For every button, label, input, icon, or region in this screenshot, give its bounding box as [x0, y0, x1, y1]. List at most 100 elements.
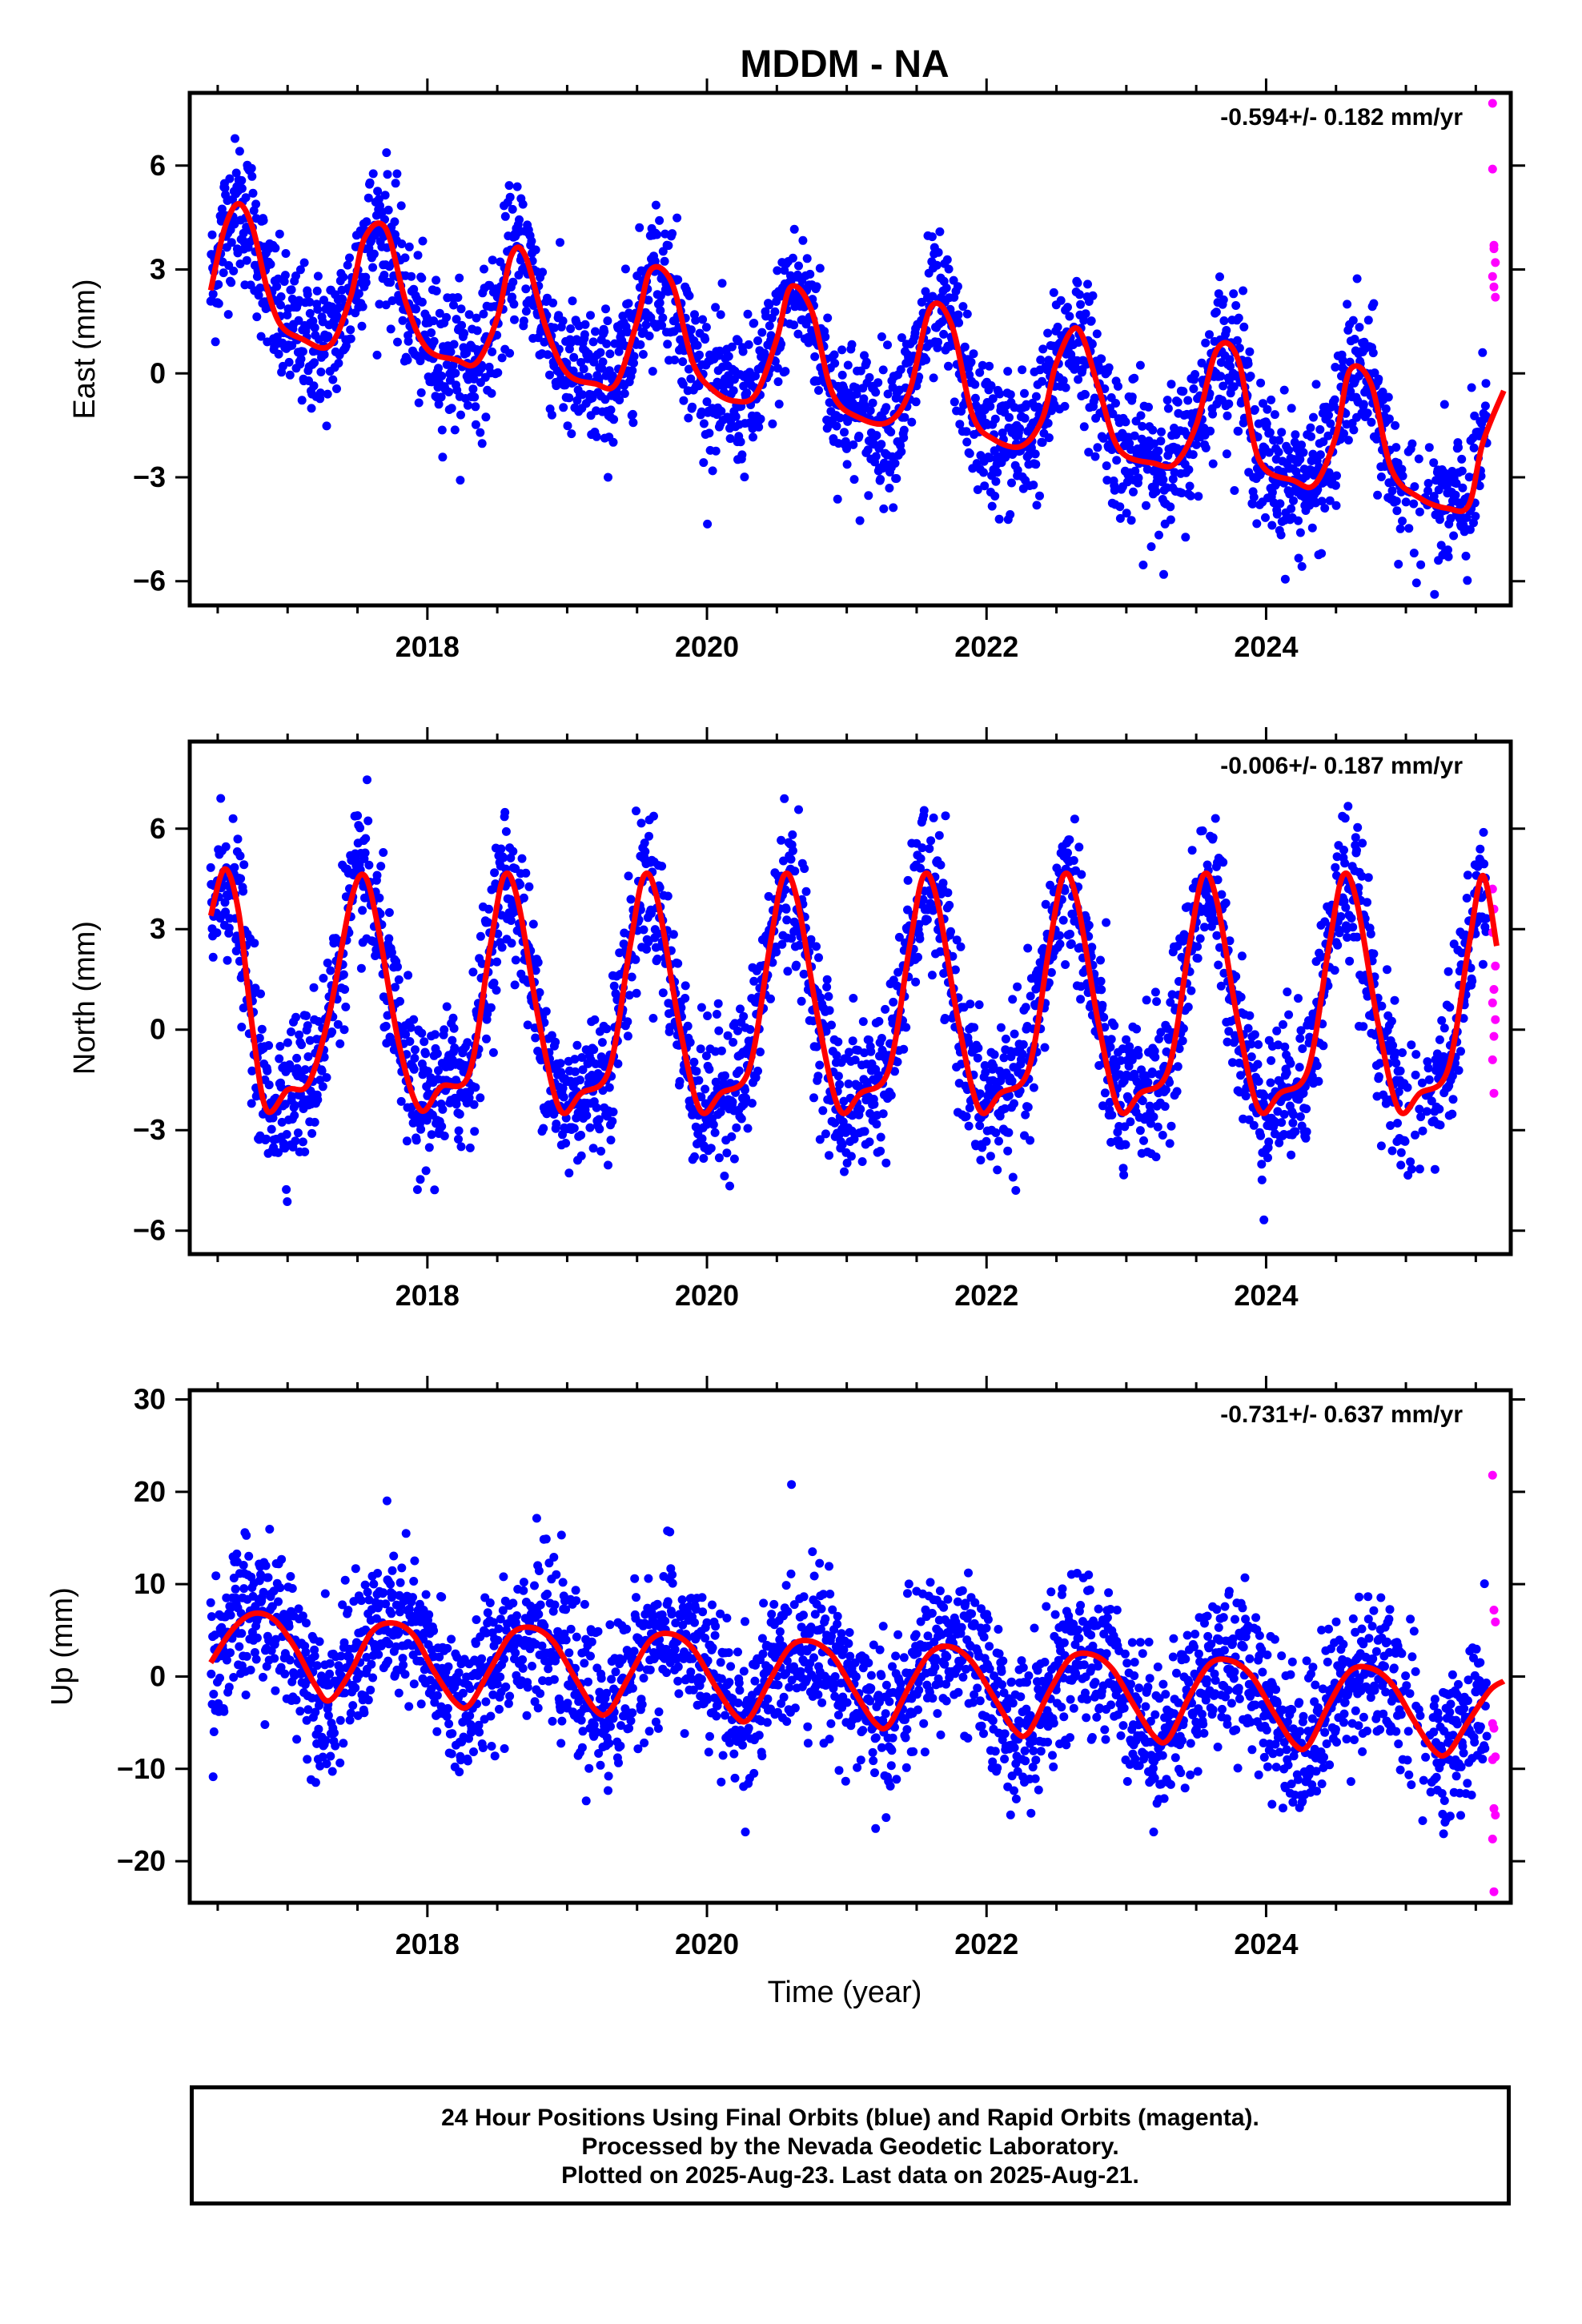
final-orbit-point: [1138, 421, 1147, 431]
final-orbit-point: [733, 1026, 742, 1035]
rapid-orbit-point: [1489, 244, 1499, 254]
final-orbit-point: [991, 476, 1001, 486]
final-orbit-point: [323, 959, 332, 967]
final-orbit-point: [1457, 466, 1467, 476]
final-orbit-point: [982, 1136, 991, 1146]
final-orbit-point: [1173, 397, 1182, 407]
final-orbit-point: [1136, 411, 1146, 420]
final-orbit-point: [588, 1144, 598, 1153]
final-orbit-point: [1150, 1052, 1160, 1062]
final-orbit-point: [799, 969, 809, 979]
final-orbit-point: [421, 1049, 430, 1059]
final-orbit-point: [1186, 986, 1196, 995]
final-orbit-point: [450, 1043, 460, 1052]
final-orbit-point: [717, 279, 727, 288]
final-orbit-point: [813, 1072, 823, 1081]
rapid-orbit-point: [1491, 258, 1500, 267]
final-orbit-point: [263, 1066, 272, 1076]
final-orbit-point: [990, 414, 1000, 424]
final-orbit-point: [1023, 943, 1033, 953]
final-orbit-point: [743, 309, 753, 319]
final-orbit-point: [1371, 434, 1381, 444]
final-orbit-point: [437, 372, 447, 380]
final-orbit-point: [1018, 365, 1027, 375]
final-orbit-point: [576, 1151, 586, 1160]
final-orbit-point: [842, 460, 852, 469]
final-orbit-point: [987, 501, 997, 511]
final-orbit-point: [770, 307, 780, 316]
final-orbit-point: [416, 1175, 425, 1184]
final-orbit-point: [835, 413, 845, 423]
final-orbit-point: [609, 981, 619, 991]
final-orbit-point: [1259, 1215, 1269, 1224]
final-orbit-point: [1368, 348, 1378, 358]
final-orbit-point: [412, 304, 421, 314]
final-orbit-point: [1317, 549, 1327, 558]
final-orbit-point: [481, 412, 491, 422]
final-orbit-point: [1106, 1035, 1116, 1044]
final-orbit-point: [872, 431, 881, 440]
final-orbit-point: [877, 332, 886, 341]
final-orbit-point: [364, 860, 374, 870]
final-orbit-point: [556, 238, 564, 247]
final-orbit-point: [577, 390, 587, 400]
final-orbit-point: [1236, 992, 1246, 1002]
final-orbit-point: [468, 967, 478, 977]
final-orbit-point: [497, 353, 507, 363]
final-orbit-point: [1102, 918, 1111, 927]
final-orbit-point: [369, 249, 379, 259]
final-orbit-point: [953, 282, 962, 292]
final-orbit-point: [319, 1052, 329, 1062]
final-orbit-point: [412, 1185, 422, 1194]
final-orbit-point: [437, 1122, 447, 1131]
final-orbit-point: [929, 373, 938, 383]
final-orbit-point: [453, 293, 463, 302]
final-orbit-point: [434, 364, 443, 373]
final-orbit-point: [802, 254, 812, 263]
final-orbit-point: [1008, 1172, 1018, 1182]
final-orbit-point: [427, 328, 436, 337]
final-orbit-point: [1241, 1092, 1251, 1101]
final-orbit-point: [922, 915, 932, 924]
final-orbit-point: [652, 955, 662, 963]
final-orbit-point: [268, 1113, 278, 1123]
final-orbit-point: [606, 1136, 616, 1145]
final-orbit-point: [684, 413, 693, 423]
final-orbit-point: [709, 1120, 718, 1129]
final-orbit-point: [939, 329, 949, 339]
final-orbit-point: [629, 352, 639, 361]
final-orbit-point: [482, 1034, 491, 1043]
final-orbit-point: [1465, 525, 1475, 534]
final-orbit-point: [551, 1037, 560, 1047]
final-orbit-point: [976, 1156, 986, 1165]
final-orbit-point: [605, 349, 615, 359]
final-orbit-point: [405, 1037, 415, 1046]
final-orbit-point: [1061, 383, 1070, 392]
final-orbit-point: [1093, 443, 1102, 452]
final-orbit-point: [528, 919, 538, 929]
final-orbit-point: [237, 1023, 247, 1031]
final-orbit-point: [1480, 401, 1490, 411]
final-orbit-point: [751, 372, 760, 380]
final-orbit-point: [1034, 403, 1043, 412]
final-orbit-point: [878, 365, 888, 375]
final-orbit-point: [725, 1181, 734, 1191]
final-orbit-point: [827, 1020, 836, 1030]
final-orbit-point: [859, 394, 869, 404]
final-orbit-point: [1279, 1019, 1287, 1029]
final-orbit-point: [1152, 997, 1162, 1007]
final-orbit-point: [1404, 524, 1414, 533]
final-orbit-point: [1363, 408, 1372, 418]
final-orbit-point: [1315, 424, 1325, 434]
final-orbit-point: [521, 284, 531, 294]
final-orbit-point: [322, 1073, 331, 1082]
final-orbit-point: [876, 1146, 885, 1156]
final-orbit-point: [251, 983, 260, 993]
final-orbit-point: [480, 264, 488, 274]
final-orbit-point: [1331, 501, 1341, 510]
final-orbit-point: [1234, 313, 1243, 323]
final-orbit-point: [500, 211, 510, 221]
final-orbit-point: [1173, 1062, 1182, 1072]
final-orbit-point: [471, 420, 480, 429]
final-orbit-point: [1070, 814, 1079, 824]
